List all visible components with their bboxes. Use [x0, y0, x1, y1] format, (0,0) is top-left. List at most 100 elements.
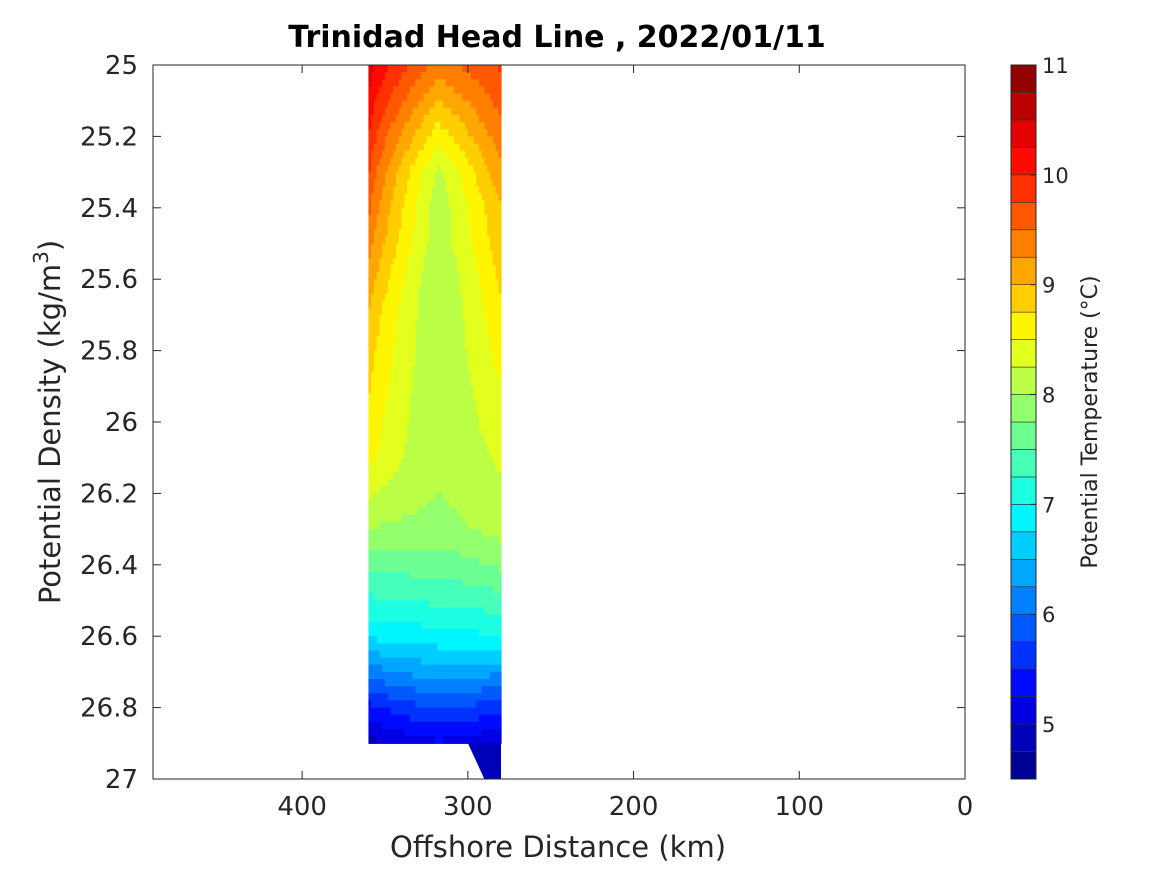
contour-cell: [404, 222, 408, 230]
contour-cell: [445, 671, 450, 680]
contour-cell: [443, 243, 447, 252]
contour-cell: [448, 322, 452, 330]
contour-cell: [451, 500, 455, 509]
contour-cell: [407, 571, 411, 580]
contour-cell: [393, 714, 397, 723]
contour-cell: [498, 179, 502, 187]
contour-cell: [478, 707, 483, 716]
contour-cell: [404, 279, 408, 287]
contour-cell: [456, 550, 461, 559]
contour-cell: [434, 621, 439, 630]
contour-cell: [470, 536, 474, 544]
contour-cell: [443, 86, 447, 95]
contour-cell: [379, 464, 383, 473]
contour-cell: [498, 243, 502, 252]
contour-cell: [462, 229, 466, 237]
contour-cell: [473, 579, 477, 587]
contour-cell: [376, 714, 381, 723]
contour-cell: [462, 500, 466, 509]
contour-cell: [373, 229, 378, 237]
contour-cell: [467, 307, 472, 316]
contour-cell: [465, 422, 469, 430]
contour-cell: [440, 457, 444, 466]
contour-cell: [418, 400, 422, 409]
contour-cell: [443, 729, 447, 737]
contour-cell: [498, 586, 502, 594]
y-tick-label: 25.8: [80, 337, 138, 367]
contour-cell: [376, 250, 381, 259]
contour-cell: [448, 714, 452, 723]
chart-title: Trinidad Head Line , 2022/01/11: [288, 20, 825, 55]
contour-cell: [487, 172, 491, 180]
contour-cell: [487, 579, 491, 587]
contour-cell: [382, 100, 386, 109]
contour-cell: [440, 229, 444, 237]
contour-cell: [409, 457, 414, 466]
contour-cell: [376, 122, 381, 130]
contour-cell: [407, 493, 411, 502]
contour-cell: [476, 79, 480, 88]
contour-cell: [382, 272, 386, 280]
contour-cell: [371, 621, 375, 630]
contour-cell: [409, 686, 414, 694]
contour-cell: [467, 157, 472, 166]
contour-cell: [398, 671, 403, 680]
contour-cell: [398, 650, 403, 659]
contour-cell: [407, 450, 411, 459]
contour-cell: [434, 464, 439, 473]
contour-cell: [409, 429, 414, 437]
contour-cell: [398, 122, 403, 130]
contour-cell: [431, 100, 436, 109]
contour-cell: [431, 636, 436, 644]
contour-cell: [481, 186, 486, 195]
contour-cell: [489, 664, 494, 673]
contour-cell: [498, 736, 502, 744]
x-axis: 400 300 200 100 0: [277, 65, 973, 822]
contour-cell: [484, 129, 488, 137]
contour-cell: [368, 65, 372, 73]
contour-cell: [385, 671, 389, 680]
contour-cell: [445, 429, 450, 437]
contour-cell: [440, 114, 444, 123]
contour-cell: [404, 322, 408, 330]
contour-cell: [415, 264, 419, 273]
contour-cell: [429, 714, 433, 723]
contour-cell: [429, 286, 433, 295]
contour-cell: [470, 236, 474, 245]
contour-cell: [368, 336, 372, 345]
contour-cell: [473, 614, 477, 623]
contour-cell: [407, 65, 411, 73]
contour-cell: [373, 172, 378, 180]
contour-cell: [445, 143, 450, 152]
contour-cell: [418, 250, 422, 259]
contour-cell: [387, 414, 392, 423]
contour-cell: [476, 357, 480, 366]
contour-cell: [396, 607, 400, 616]
contour-cell: [476, 557, 480, 566]
contour-cell: [412, 422, 416, 430]
contour-cell: [476, 657, 480, 666]
contour-cell: [368, 636, 372, 644]
contour-cell: [393, 372, 397, 380]
contour-cell: [429, 686, 433, 694]
contour-cell: [492, 422, 497, 430]
contour-cell: [390, 350, 394, 359]
contour-cell: [387, 257, 392, 266]
contour-cell: [415, 336, 419, 345]
contour-cell: [473, 257, 477, 266]
contour-cell: [487, 207, 491, 216]
contour-cell: [390, 614, 394, 623]
contour-cell: [385, 172, 389, 180]
contour-cell: [456, 593, 461, 602]
contour-cell: [437, 479, 441, 487]
contour-cell: [407, 414, 411, 423]
contour-cell: [420, 636, 425, 644]
contour-cell: [459, 457, 463, 466]
contour-cell: [382, 357, 386, 366]
contour-cell: [415, 200, 419, 209]
contour-cell: [478, 300, 483, 309]
contour-cell: [487, 543, 491, 552]
contour-cell: [448, 636, 452, 644]
contour-cell: [451, 650, 455, 659]
contour-cell: [443, 507, 447, 516]
